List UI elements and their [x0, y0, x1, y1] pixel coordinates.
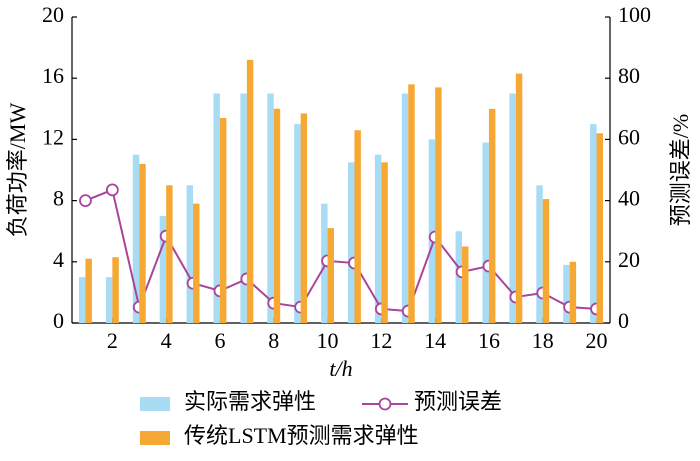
- bar: [482, 142, 489, 323]
- x-tick-label: 10: [317, 328, 339, 353]
- bar: [435, 87, 442, 323]
- bar: [596, 133, 604, 323]
- x-axis-label: t/h: [329, 356, 352, 381]
- y2-tick-label: 100: [618, 2, 651, 27]
- bar: [536, 185, 543, 323]
- y2-tick-label: 20: [618, 247, 640, 272]
- bar: [374, 154, 382, 323]
- error-marker: [105, 183, 119, 197]
- bar: [569, 261, 577, 323]
- y2-tick-label: 0: [618, 308, 629, 333]
- bar: [159, 215, 167, 323]
- x-tick-label: 4: [161, 328, 172, 353]
- y2-axis-label: 预测误差/%: [668, 114, 693, 226]
- bar: [139, 163, 146, 323]
- bar: [488, 108, 496, 323]
- bar: [354, 130, 361, 323]
- x-tick-label: 18: [532, 328, 554, 353]
- bar: [347, 162, 355, 323]
- y2-tick-label: 40: [618, 186, 640, 211]
- bar: [515, 73, 523, 323]
- x-tick-label: 6: [214, 328, 225, 353]
- bar: [462, 246, 469, 323]
- bar: [563, 264, 570, 323]
- bar: [267, 93, 274, 323]
- bar: [219, 117, 227, 323]
- error-marker: [79, 194, 92, 208]
- legend-label: 预测误差: [414, 389, 502, 414]
- y-tick-label: 12: [42, 124, 64, 149]
- bar: [428, 139, 436, 323]
- bar: [273, 108, 281, 323]
- legend-swatch: [378, 397, 392, 411]
- bar: [132, 154, 140, 323]
- x-tick-label: 14: [424, 328, 446, 353]
- bar: [166, 185, 173, 323]
- x-tick-label: 12: [370, 328, 392, 353]
- bar: [213, 93, 220, 323]
- x-tick-label: 20: [586, 328, 608, 353]
- y-tick-label: 4: [53, 247, 64, 272]
- x-tick-label: 2: [107, 328, 118, 353]
- bar: [105, 277, 113, 323]
- y2-tick-label: 60: [618, 124, 640, 149]
- bar: [408, 84, 415, 323]
- bar: [381, 162, 388, 323]
- bar: [78, 277, 86, 323]
- legend-swatch: [140, 431, 170, 445]
- bar: [509, 93, 516, 323]
- bar: [186, 185, 194, 323]
- bar: [246, 59, 254, 324]
- bar: [85, 258, 92, 323]
- y-axis-label: 负荷功率/MW: [5, 103, 30, 238]
- y-tick-label: 0: [53, 308, 64, 333]
- bar: [294, 124, 301, 323]
- legend-label: 实际需求弹性: [184, 389, 316, 414]
- y2-tick-label: 80: [618, 63, 640, 88]
- y-tick-label: 20: [42, 2, 64, 27]
- x-tick-label: 8: [268, 328, 279, 353]
- bar: [300, 113, 308, 323]
- legend-swatch: [140, 397, 170, 411]
- bar: [542, 199, 550, 323]
- bar: [327, 228, 335, 323]
- bar: [590, 124, 597, 323]
- y-tick-label: 16: [42, 63, 64, 88]
- y-tick-label: 8: [53, 186, 64, 211]
- legend-label: 传统LSTM预测需求弹性: [184, 423, 419, 448]
- bar: [401, 93, 409, 323]
- bar: [112, 257, 119, 323]
- x-tick-label: 16: [478, 328, 500, 353]
- bar: [240, 93, 247, 323]
- bar: [193, 203, 200, 323]
